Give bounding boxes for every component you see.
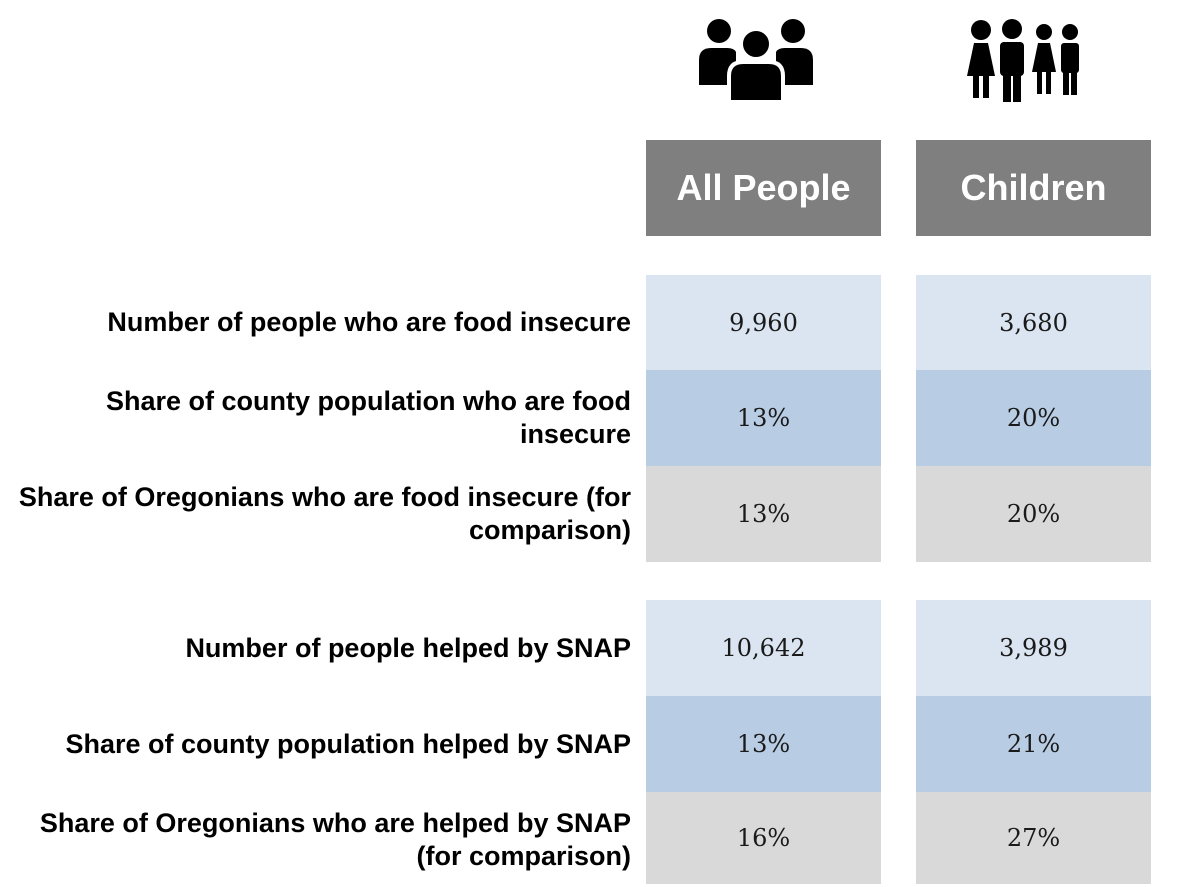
cell-children: 20% <box>916 466 1151 562</box>
group-icon <box>699 19 813 104</box>
column-header-label: All People <box>676 167 851 208</box>
row-label: Number of people helped by SNAP <box>185 632 631 663</box>
column-header-children: Children <box>916 140 1151 236</box>
row-label: Share of county population helped by SNA… <box>65 728 631 759</box>
cell-children: 27% <box>916 792 1151 884</box>
cell-all-people: 13% <box>646 370 881 466</box>
column-header-label: Children <box>960 167 1107 208</box>
row-label: Share of Oregonians who are helped by SN… <box>39 807 631 871</box>
row-label: Share of county population who are food … <box>106 386 631 449</box>
children-icon <box>967 19 1079 102</box>
column-header-all-people: All People <box>646 140 881 236</box>
cell-children: 3,989 <box>916 600 1151 696</box>
cell-all-people: 13% <box>646 696 881 792</box>
cell-all-people: 9,960 <box>646 275 881 370</box>
cell-all-people: 13% <box>646 466 881 562</box>
cell-all-people: 10,642 <box>646 600 881 696</box>
cell-children: 21% <box>916 696 1151 792</box>
cell-children: 3,680 <box>916 275 1151 370</box>
cell-all-people: 16% <box>646 792 881 884</box>
cell-children: 20% <box>916 370 1151 466</box>
row-label: Number of people who are food insecure <box>107 307 631 337</box>
row-label: Share of Oregonians who are food insecur… <box>18 482 631 545</box>
